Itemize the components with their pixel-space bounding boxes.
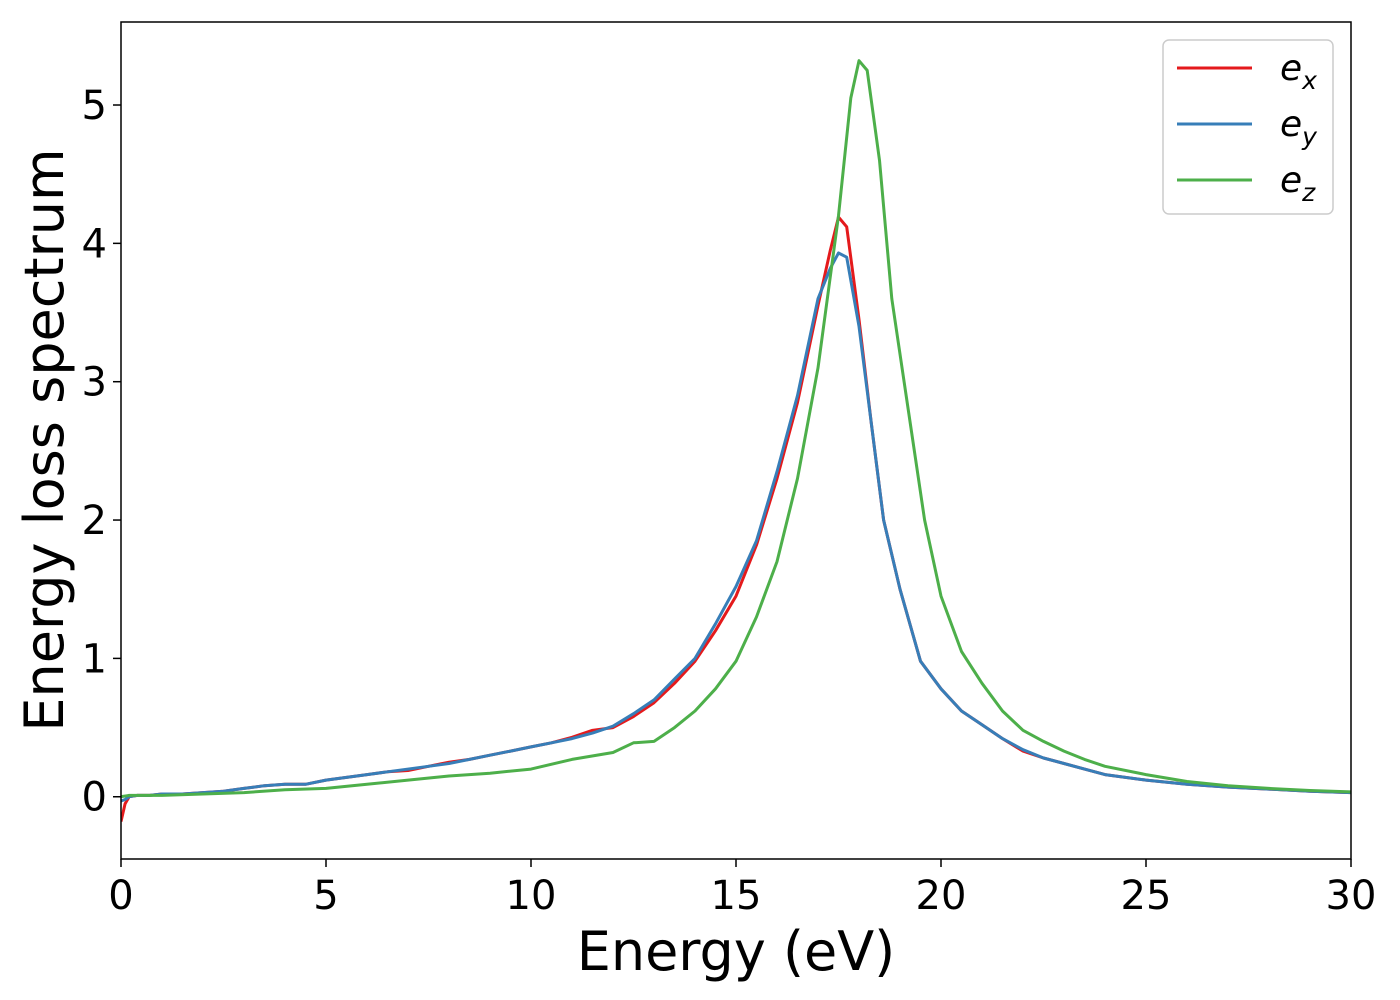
y-axis-label: Energy loss spectrum (13, 148, 76, 731)
y-tick-label: 2 (82, 498, 107, 544)
y-axis: 0 1 2 3 4 5 (82, 83, 121, 821)
x-tick-label: 0 (108, 873, 133, 919)
x-tick-label: 30 (1326, 873, 1377, 919)
x-axis: 0 5 10 15 20 25 30 (108, 859, 1376, 919)
x-axis-label: Energy (eV) (577, 920, 896, 983)
y-tick-label: 0 (82, 775, 107, 821)
series-layer (121, 59, 1351, 822)
legend-box (1162, 39, 1334, 215)
series-line-e-y (121, 251, 1351, 803)
x-tick-label: 25 (1121, 873, 1172, 919)
y-tick-label: 1 (82, 636, 107, 682)
y-tick-label: 5 (82, 83, 107, 129)
y-tick-label: 4 (82, 221, 107, 267)
y-tick-label: 3 (82, 360, 107, 406)
x-tick-label: 5 (313, 873, 338, 919)
x-tick-label: 10 (506, 873, 557, 919)
series-line-e-z (121, 59, 1351, 799)
x-tick-label: 15 (711, 873, 762, 919)
x-tick-label: 20 (916, 873, 967, 919)
